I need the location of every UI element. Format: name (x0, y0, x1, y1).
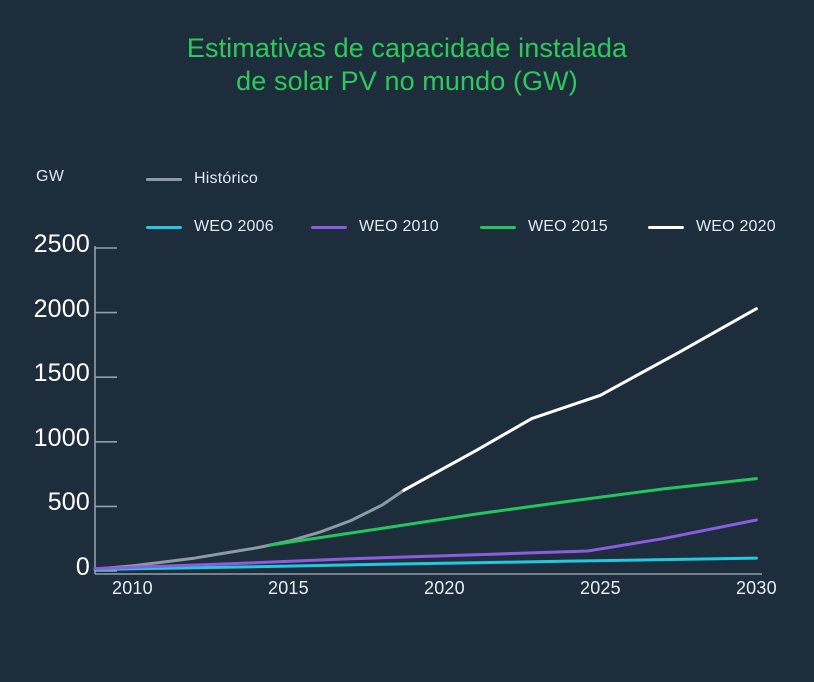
y-axis-unit-label: GW (36, 168, 65, 185)
y-axis-tick-label: 0 (75, 553, 90, 581)
y-axis-tick-labels: 0 500 1000 1500 2000 2500 (0, 0, 90, 682)
y-axis-tick-label: 500 (47, 488, 90, 517)
x-axis-tick-label: 2015 (268, 578, 309, 598)
y-axis-tick-label: 1000 (33, 423, 90, 452)
chart-title: Estimativas de capacidade instalada de so… (0, 32, 814, 98)
y-axis-tick-label: 1500 (33, 359, 90, 388)
chart-title-line-1: Estimativas de capacidade instalada (186, 33, 628, 63)
x-axis-tick-label: 2025 (579, 578, 621, 598)
x-axis-tick-label: 2030 (735, 578, 777, 598)
series-line-hist-rico (93, 488, 406, 571)
series-line-weo-2015 (268, 477, 758, 547)
series-line-weo-2020 (402, 307, 758, 492)
series-line-weo-2006 (93, 556, 758, 571)
chart-title-line-2: de solar PV no mundo (GW) (236, 66, 578, 96)
x-axis-tick-label: 2020 (423, 578, 465, 598)
y-axis-tick-label: 2500 (33, 230, 90, 258)
x-axis-tick-label: 2010 (112, 578, 153, 598)
series-line-weo-2010 (93, 518, 758, 571)
y-axis-tick-label: 2000 (33, 294, 90, 323)
